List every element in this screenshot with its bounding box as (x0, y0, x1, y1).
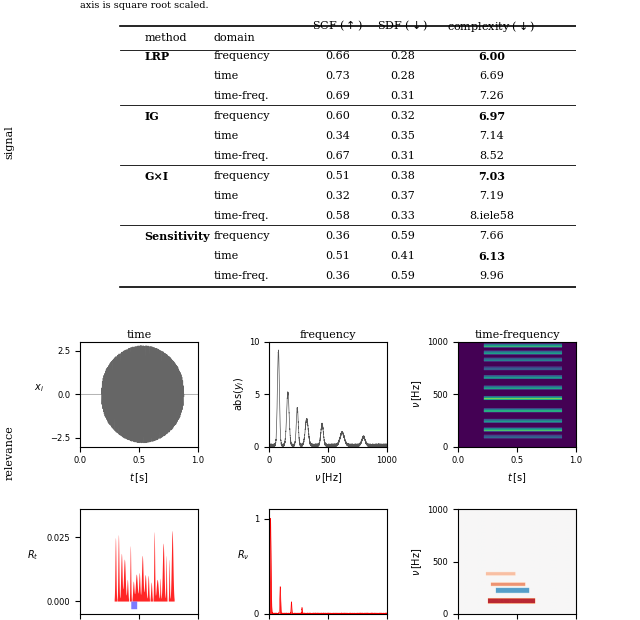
Text: 0.73: 0.73 (326, 71, 350, 81)
Text: 0.59: 0.59 (390, 272, 415, 281)
Text: 7.14: 7.14 (479, 131, 504, 141)
Title: frequency: frequency (300, 330, 356, 340)
Text: Sensitivity: Sensitivity (145, 231, 210, 242)
Text: 0.28: 0.28 (390, 51, 415, 61)
Text: frequency: frequency (214, 111, 271, 122)
Text: axis is square root scaled.: axis is square root scaled. (80, 1, 209, 9)
Text: signal: signal (4, 126, 15, 159)
Text: 7.03: 7.03 (478, 171, 505, 182)
Text: G×I: G×I (145, 171, 168, 182)
Text: 0.32: 0.32 (326, 192, 350, 202)
Text: 6.00: 6.00 (478, 51, 505, 61)
Text: 0.31: 0.31 (390, 91, 415, 101)
Title: time-frequency: time-frequency (474, 330, 560, 340)
Text: 0.59: 0.59 (390, 231, 415, 241)
Text: time-freq.: time-freq. (214, 151, 269, 161)
Text: SDF ($\downarrow$): SDF ($\downarrow$) (377, 19, 428, 33)
Text: LRP: LRP (145, 51, 170, 61)
Y-axis label: $R_\nu$: $R_\nu$ (237, 547, 249, 562)
Text: time: time (214, 71, 239, 81)
Text: 6.13: 6.13 (478, 251, 505, 262)
Text: method: method (145, 33, 187, 43)
Text: 0.36: 0.36 (326, 272, 350, 281)
Title: time: time (127, 330, 152, 340)
Text: time: time (214, 252, 239, 262)
Text: 0.51: 0.51 (326, 171, 350, 181)
Text: 8.52: 8.52 (479, 151, 504, 161)
Text: 0.34: 0.34 (326, 131, 350, 141)
Y-axis label: $\nu\,[\mathrm{Hz}]$: $\nu\,[\mathrm{Hz}]$ (411, 547, 424, 576)
Y-axis label: $R_t$: $R_t$ (27, 547, 38, 562)
Text: 0.38: 0.38 (390, 171, 415, 181)
Text: 8.iele58: 8.iele58 (469, 211, 514, 221)
Text: time-freq.: time-freq. (214, 211, 269, 221)
Text: frequency: frequency (214, 231, 271, 241)
Text: IG: IG (145, 111, 159, 122)
Text: domain: domain (214, 33, 255, 43)
Text: 0.32: 0.32 (390, 111, 415, 122)
Text: relevance: relevance (4, 425, 15, 480)
Text: time: time (214, 131, 239, 141)
Y-axis label: $\mathrm{abs}(y_i)$: $\mathrm{abs}(y_i)$ (232, 377, 246, 411)
X-axis label: $\nu\,[\mathrm{Hz}]$: $\nu\,[\mathrm{Hz}]$ (314, 471, 342, 485)
Text: 0.58: 0.58 (326, 211, 350, 221)
Text: 0.51: 0.51 (326, 252, 350, 262)
Text: 0.28: 0.28 (390, 71, 415, 81)
Text: 0.41: 0.41 (390, 252, 415, 262)
Text: complexity ($\downarrow$): complexity ($\downarrow$) (447, 19, 536, 33)
Y-axis label: $\nu\,[\mathrm{Hz}]$: $\nu\,[\mathrm{Hz}]$ (411, 380, 424, 409)
Text: frequency: frequency (214, 171, 271, 181)
X-axis label: $t\,[\mathrm{s}]$: $t\,[\mathrm{s}]$ (508, 471, 527, 485)
Text: 0.67: 0.67 (326, 151, 350, 161)
Text: 7.66: 7.66 (479, 231, 504, 241)
Text: SCF ($\uparrow$): SCF ($\uparrow$) (312, 19, 364, 33)
Text: 0.33: 0.33 (390, 211, 415, 221)
Text: 9.96: 9.96 (479, 272, 504, 281)
Text: time: time (214, 192, 239, 202)
Text: 0.36: 0.36 (326, 231, 350, 241)
X-axis label: $t\,[\mathrm{s}]$: $t\,[\mathrm{s}]$ (129, 471, 148, 485)
Text: 7.19: 7.19 (479, 192, 504, 202)
Y-axis label: $x_i$: $x_i$ (34, 383, 44, 394)
Text: 0.60: 0.60 (326, 111, 350, 122)
Text: 6.97: 6.97 (478, 111, 505, 122)
Text: 0.35: 0.35 (390, 131, 415, 141)
Text: 0.31: 0.31 (390, 151, 415, 161)
Text: 6.69: 6.69 (479, 71, 504, 81)
Text: 7.26: 7.26 (479, 91, 504, 101)
Text: time-freq.: time-freq. (214, 272, 269, 281)
Text: 0.37: 0.37 (390, 192, 415, 202)
Text: frequency: frequency (214, 51, 271, 61)
Text: time-freq.: time-freq. (214, 91, 269, 101)
Text: 0.69: 0.69 (326, 91, 350, 101)
Text: 0.66: 0.66 (326, 51, 350, 61)
